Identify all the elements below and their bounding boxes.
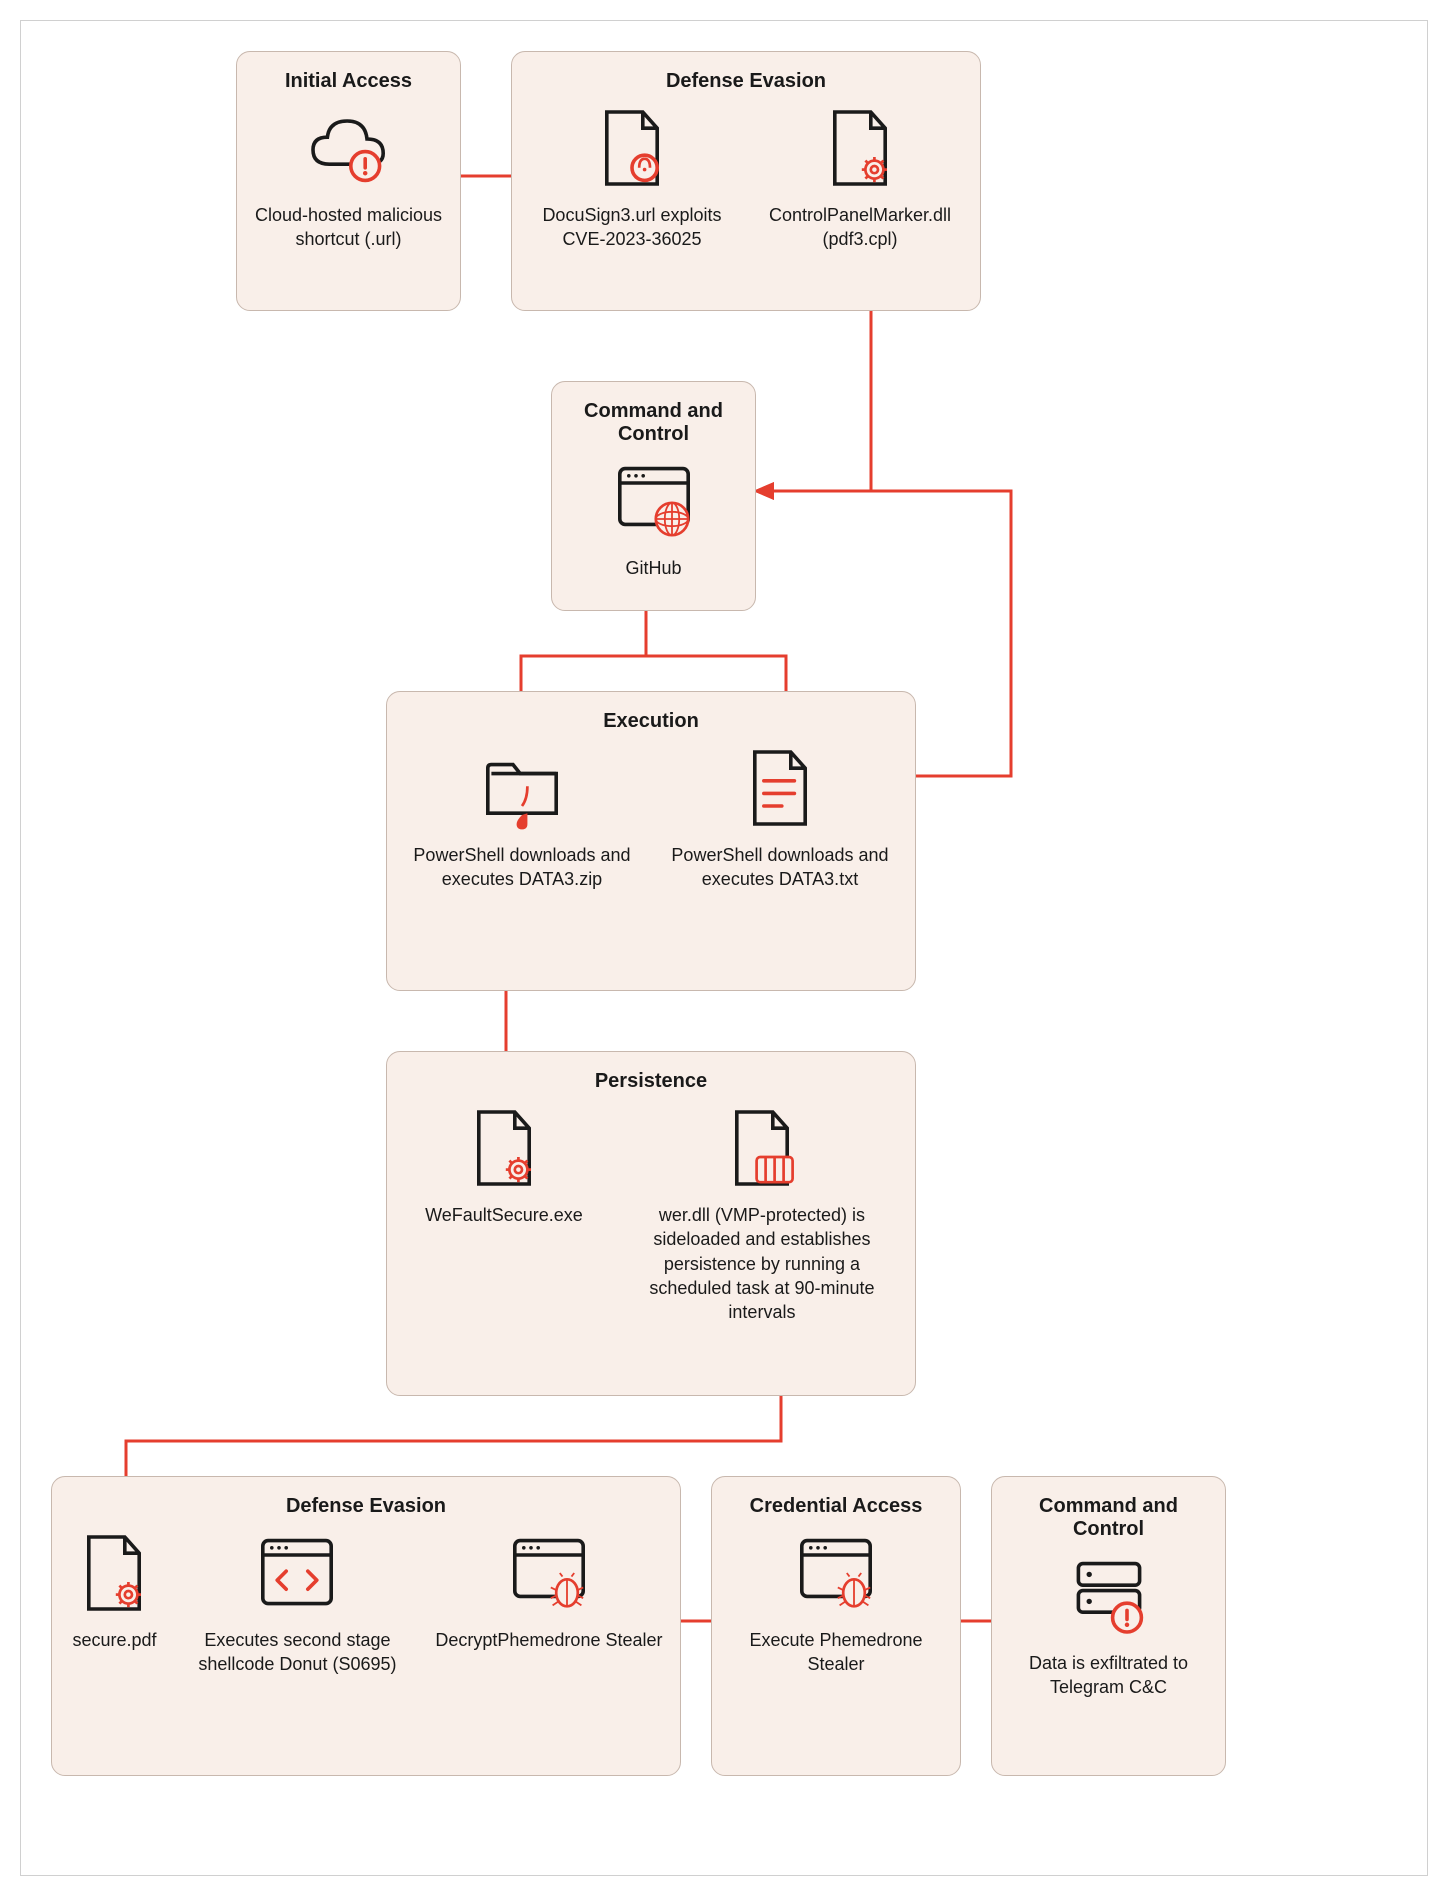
file-server-icon — [717, 1103, 807, 1193]
item-execute-phemedrone: Execute Phemedrone Stealer — [728, 1528, 944, 1677]
item-donut-shellcode: Executes second stage shellcode Donut (S… — [182, 1528, 412, 1677]
item-decrypt-phemedrone: DecryptPhemedrone Stealer — [435, 1528, 662, 1677]
box-title: Command and Control — [568, 400, 739, 446]
box-title: Execution — [403, 710, 899, 733]
file-lock-icon — [587, 103, 677, 193]
diagram-canvas: Initial Access Cloud-hosted malicious sh… — [20, 20, 1428, 1876]
box-command-control-github: Command and Control GitHub — [551, 381, 756, 611]
item-data3-zip: PowerShell downloads and executes DATA3.… — [407, 743, 637, 892]
box-defense-evasion-top: Defense Evasion DocuSign3.url exploits C… — [511, 51, 981, 311]
item-github: GitHub — [609, 456, 699, 580]
box-defense-evasion-bottom: Defense Evasion secure.pdf Executes seco… — [51, 1476, 681, 1776]
item-label: Cloud-hosted malicious shortcut (.url) — [253, 203, 444, 252]
box-command-control-telegram: Command and Control Data is exfiltrated … — [991, 1476, 1226, 1776]
item-label: Execute Phemedrone Stealer — [728, 1628, 944, 1677]
item-label: Data is exfiltrated to Telegram C&C — [1008, 1651, 1209, 1700]
item-wer-dll: wer.dll (VMP-protected) is sideloaded an… — [647, 1103, 877, 1324]
file-gear-icon — [459, 1103, 549, 1193]
box-title: Credential Access — [728, 1495, 944, 1518]
item-label: ControlPanelMarker.dll (pdf3.cpl) — [756, 203, 964, 252]
box-title: Initial Access — [253, 70, 444, 93]
item-docusign-url: DocuSign3.url exploits CVE-2023-36025 — [528, 103, 736, 252]
box-execution: Execution PowerShell downloads and execu… — [386, 691, 916, 991]
item-label: secure.pdf — [72, 1628, 156, 1652]
cloud-alert-icon — [304, 103, 394, 193]
item-controlpanel-dll: ControlPanelMarker.dll (pdf3.cpl) — [756, 103, 964, 252]
box-persistence: Persistence WeFaultSecure.exe wer.dll (V… — [386, 1051, 916, 1396]
server-alert-icon — [1064, 1551, 1154, 1641]
box-initial-access: Initial Access Cloud-hosted malicious sh… — [236, 51, 461, 311]
item-data3-txt: PowerShell downloads and executes DATA3.… — [665, 743, 895, 892]
folder-blood-icon — [477, 743, 567, 833]
item-label: Executes second stage shellcode Donut (S… — [182, 1628, 412, 1677]
browser-bug-icon — [791, 1528, 881, 1618]
box-title: Defense Evasion — [68, 1495, 664, 1518]
box-title: Persistence — [403, 1070, 899, 1093]
box-title: Defense Evasion — [528, 70, 964, 93]
item-label: PowerShell downloads and executes DATA3.… — [407, 843, 637, 892]
item-label: DecryptPhemedrone Stealer — [435, 1628, 662, 1652]
browser-code-icon — [252, 1528, 342, 1618]
browser-bug-icon — [504, 1528, 594, 1618]
item-label: PowerShell downloads and executes DATA3.… — [665, 843, 895, 892]
item-label: DocuSign3.url exploits CVE-2023-36025 — [528, 203, 736, 252]
file-gear-icon — [69, 1528, 159, 1618]
item-label: WeFaultSecure.exe — [425, 1203, 583, 1227]
item-wefaultsecure: WeFaultSecure.exe — [425, 1103, 583, 1324]
browser-globe-icon — [609, 456, 699, 546]
file-gear-icon — [815, 103, 905, 193]
item-secure-pdf: secure.pdf — [69, 1528, 159, 1677]
file-lines-icon — [735, 743, 825, 833]
box-credential-access: Credential Access Execute Phemedrone Ste… — [711, 1476, 961, 1776]
item-label: GitHub — [625, 556, 681, 580]
box-title: Command and Control — [1008, 1495, 1209, 1541]
item-cloud-shortcut: Cloud-hosted malicious shortcut (.url) — [253, 103, 444, 252]
item-label: wer.dll (VMP-protected) is sideloaded an… — [647, 1203, 877, 1324]
item-telegram-exfil: Data is exfiltrated to Telegram C&C — [1008, 1551, 1209, 1700]
